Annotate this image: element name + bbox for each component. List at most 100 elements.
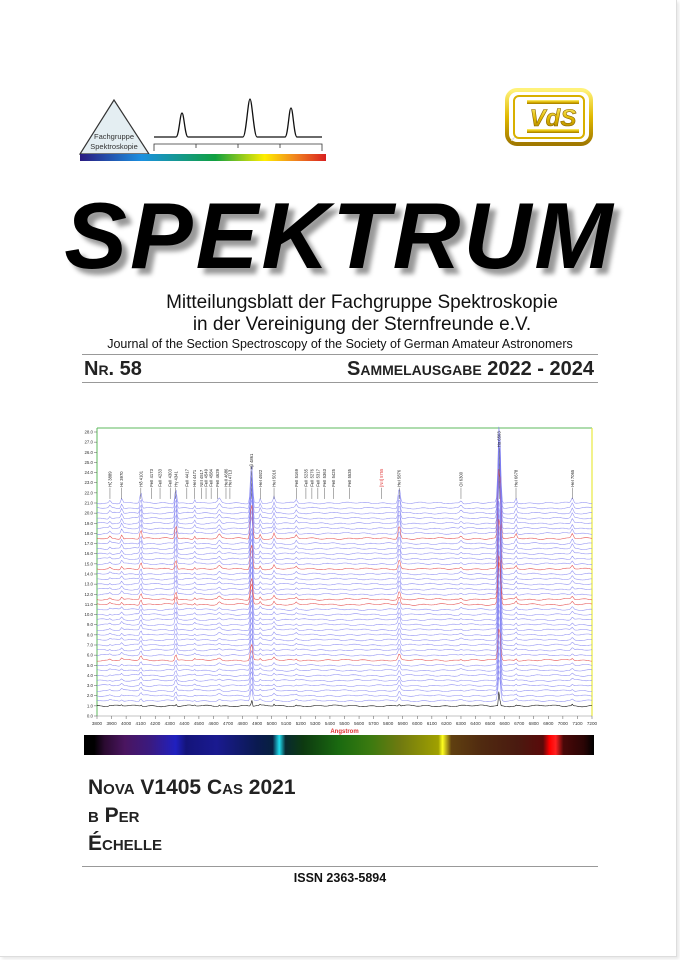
- y-tick-label: 4.0: [87, 673, 94, 678]
- line-label: Hβ 4861: [249, 453, 254, 470]
- x-tick-label: 4500: [194, 721, 205, 726]
- x-tick-label: 6000: [412, 721, 423, 726]
- line-label: FeII 4584: [209, 468, 214, 486]
- x-tick-label: 6700: [514, 721, 525, 726]
- spectrum-trace: [97, 691, 592, 708]
- line-label: FeII 4549: [204, 468, 209, 486]
- x-tick-label: 5800: [383, 721, 394, 726]
- y-tick-label: 24.0: [84, 470, 93, 475]
- spectrum-trace: [97, 567, 592, 611]
- spectrum-trace: [96, 458, 593, 530]
- x-tick-label: 3900: [106, 721, 117, 726]
- spectrum-trace: [96, 480, 593, 550]
- spectrum-trace: [96, 616, 593, 652]
- topic-2: β Per: [88, 804, 140, 827]
- line-label: FeII 5363: [322, 468, 327, 486]
- line-label: HeI 5876: [397, 469, 402, 487]
- x-tick-label: 4700: [223, 721, 234, 726]
- subtitle-line2: in der Vereinigung der Sternfreunde e.V.: [192, 314, 532, 335]
- line-label: Hζ 3889: [107, 471, 112, 487]
- y-tick-label: 10.0: [84, 612, 93, 617]
- x-tick-label: 7000: [558, 721, 569, 726]
- x-tick-label: 6200: [441, 721, 452, 726]
- y-tick-label: 2.0: [87, 693, 94, 698]
- line-label: FeII 5535: [347, 468, 352, 486]
- spectrum-peaks-icon: [154, 98, 322, 138]
- color-spectrum-strip: [84, 735, 594, 755]
- y-tick-label: 9.0: [87, 622, 94, 627]
- fachgruppe-spektroskopie-logo: Fachgruppe Spektroskopie: [78, 98, 326, 161]
- y-tick-label: 20.0: [84, 511, 93, 516]
- y-tick-label: 25.0: [84, 460, 93, 465]
- y-tick-label: 18.0: [84, 531, 93, 536]
- line-label: FeII 4629: [215, 468, 220, 486]
- spectrum-trace: [96, 623, 593, 657]
- spectrum-trace: [96, 640, 593, 672]
- topic-1: Nova V1405 Cas 2021: [88, 776, 296, 799]
- line-label: NIII 4517: [199, 469, 204, 487]
- x-tick-label: 4900: [252, 721, 263, 726]
- spectrum-trace: [96, 537, 593, 586]
- spectrum-chart: 3800 3900 4000 4100 4200 4300 4400 4500 4600 4700…: [84, 426, 598, 735]
- x-tick-label: 6100: [427, 721, 438, 726]
- logo-text-line1: Fachgruppe: [94, 132, 134, 141]
- x-tick-label: 4200: [150, 721, 161, 726]
- spectrum-trace: [96, 463, 593, 535]
- x-tick-label: 3800: [92, 721, 103, 726]
- spectrum-trace: [96, 659, 593, 687]
- line-label: FeII 4173: [149, 468, 154, 486]
- x-tick-label: 4100: [136, 721, 147, 726]
- x-tick-label: 6400: [470, 721, 481, 726]
- y-tick-label: 22.0: [84, 490, 93, 495]
- spectrum-trace: [96, 469, 593, 540]
- spectrum-trace: [97, 531, 592, 581]
- line-label: FeII 5425: [331, 468, 336, 486]
- spectrum-trace: [96, 519, 593, 571]
- x-tick-label: 5700: [369, 721, 380, 726]
- magazine-title: SPEKTRUM: [64, 183, 616, 288]
- line-label: FeII 4233: [158, 468, 163, 486]
- x-tick-label: 5400: [325, 721, 336, 726]
- spectrum-trace: [96, 592, 593, 631]
- spectrum-trace: [96, 544, 593, 591]
- x-tick-label: 6800: [529, 721, 540, 726]
- x-tick-label: 5600: [354, 721, 365, 726]
- svg-text:VdS: VdS: [530, 105, 577, 132]
- spectrum-trace: [96, 500, 593, 555]
- issue-number: Nr. 58: [84, 358, 142, 380]
- x-tick-label: 5000: [267, 721, 278, 726]
- line-label: HeI 7065: [570, 469, 575, 487]
- y-tick-label: 17.0: [84, 541, 93, 546]
- divider: [82, 382, 598, 383]
- y-tick-label: 8.0: [87, 632, 94, 637]
- line-label: OI 6300: [458, 471, 463, 487]
- spectrum-trace: [96, 561, 593, 606]
- line-label: Hα 6563: [497, 431, 502, 448]
- y-tick-label: 16.0: [84, 551, 93, 556]
- line-label: Hε 3970: [119, 471, 124, 487]
- y-tick-label: 11.0: [85, 602, 94, 607]
- x-tick-label: 6500: [485, 721, 496, 726]
- divider: [82, 866, 598, 867]
- x-tick-label: 7200: [587, 721, 598, 726]
- line-label: HeI 5016: [272, 469, 277, 487]
- x-tick-label: 5900: [398, 721, 409, 726]
- x-tick-label: 6600: [500, 721, 511, 726]
- subtitle-line1: Mitteilungsblatt der Fachgruppe Spektros…: [166, 292, 558, 313]
- line-label: HeI 4922: [258, 469, 263, 487]
- y-tick-label: 12.0: [84, 592, 93, 597]
- x-tick-label: 7100: [572, 721, 583, 726]
- y-tick-label: 14.0: [84, 572, 93, 577]
- x-tick-label: 6900: [543, 721, 554, 726]
- subtitle-english: Journal of the Section Spectroscopy of t…: [107, 337, 573, 351]
- sparkle-icon: [510, 136, 516, 142]
- logo-text-line2: Spektroskopie: [90, 142, 138, 151]
- spectrum-trace: [96, 646, 593, 677]
- x-tick-label: 5300: [310, 721, 321, 726]
- spectrum-trace: [96, 634, 593, 667]
- x-tick-label: 4300: [165, 721, 176, 726]
- topic-3: Échelle: [88, 832, 163, 855]
- y-tick-label: 26.0: [84, 450, 93, 455]
- line-label: FeII 5169: [294, 468, 299, 486]
